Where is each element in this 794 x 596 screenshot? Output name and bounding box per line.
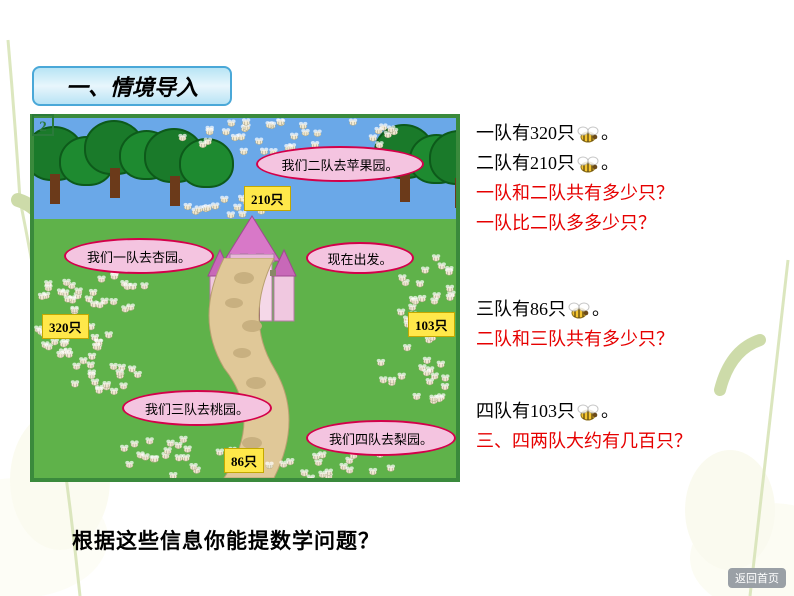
- speech-depart: 现在出发。: [306, 242, 414, 274]
- info-line: 四队有103只 。: [476, 396, 776, 426]
- bee-icon: [577, 123, 599, 143]
- speech-team2: 我们二队去苹果园。: [256, 146, 424, 182]
- info-line: 二队和三队共有多少只？: [476, 324, 776, 354]
- section-title-text: 一、情境导入: [66, 70, 198, 102]
- scene-illustration: 我们二队去苹果园。 我们一队去杏园。 现在出发。 我们三队去桃园。 我们四队去梨…: [30, 114, 460, 482]
- info-line: 一队和二队共有多少只？: [476, 178, 776, 208]
- question-number: 2: [32, 114, 54, 136]
- info-line: 二队有210只 。: [476, 148, 776, 178]
- bee-icon: [577, 153, 599, 173]
- bee-icon: [568, 299, 590, 319]
- bottom-question: 根据这些信息你能提数学问题？: [72, 525, 380, 555]
- info-line: 三、四两队大约有几百只？: [476, 426, 776, 456]
- right-text-panel: 一队有320只 。二队有210只 。一队和二队共有多少只？一队比二队多多少只？ 三…: [476, 118, 776, 456]
- return-label: 返回首页: [735, 570, 779, 586]
- info-line: 三队有86只 。: [476, 294, 776, 324]
- info-line: 一队比二队多多少只？: [476, 208, 776, 238]
- speech-team4: 我们四队去梨园。: [306, 420, 456, 456]
- tag-210: 210只: [244, 186, 291, 211]
- speech-team1: 我们一队去杏园。: [64, 238, 214, 274]
- tag-320: 320只: [42, 314, 89, 339]
- tag-103: 103只: [408, 312, 455, 337]
- return-home-button[interactable]: 返回首页: [728, 568, 786, 588]
- speech-team3: 我们三队去桃园。: [122, 390, 272, 426]
- info-line: 一队有320只 。: [476, 118, 776, 148]
- tag-86: 86只: [224, 448, 264, 473]
- bee-icon: [577, 401, 599, 421]
- section-title-banner: 一、情境导入: [32, 66, 232, 106]
